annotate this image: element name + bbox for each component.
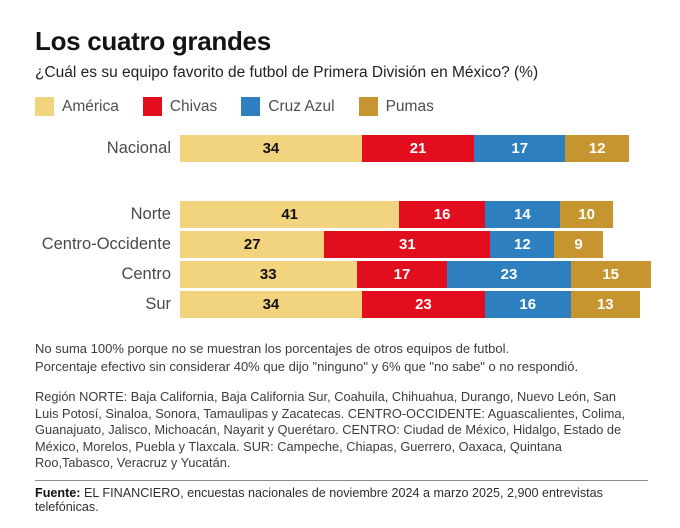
stacked-bar-chart: Nacional 34 21 17 12 Norte 41 16 14 10 Centro-Occi…: [35, 135, 651, 318]
bar-segment-pumas: 13: [570, 291, 641, 318]
footnote-line: No suma 100% porque no se muestran los p…: [35, 341, 510, 356]
bar-segment-chivas: 16: [399, 201, 485, 228]
bar-segment-pumas: 15: [570, 261, 651, 288]
footnote-line: Porcentaje efectivo sin considerar 40% q…: [35, 359, 579, 374]
legend-swatch-icon: [142, 97, 162, 116]
page-title: Los cuatro grandes: [35, 26, 271, 56]
legend-label: Pumas: [385, 97, 434, 115]
legend-item-pumas: Pumas: [358, 97, 434, 116]
bar-segment-cruz-azul: 12: [490, 231, 555, 258]
bar-segment-chivas: 23: [361, 291, 485, 318]
stacked-bar: 33 17 23 15: [180, 261, 651, 288]
stacked-bar: 27 31 12 9: [180, 231, 603, 258]
bar-segment-cruz-azul: 17: [474, 135, 566, 162]
footnotes: No suma 100% porque no se muestran los p…: [35, 340, 648, 376]
bar-segment-chivas: 31: [324, 231, 491, 258]
source-label: Fuente:: [35, 485, 81, 500]
bar-segment-américa: 34: [180, 135, 362, 162]
row-label: Norte: [130, 205, 171, 223]
bar-row-centro-occidente: Centro-Occidente 27 31 12 9: [35, 231, 648, 258]
row-label: Sur: [145, 295, 171, 313]
row-label: Centro: [121, 265, 171, 283]
bar-segment-américa: 27: [180, 231, 325, 258]
bar-segment-cruz-azul: 23: [447, 261, 571, 288]
bar-segment-américa: 33: [180, 261, 357, 288]
legend-item-américa: América: [35, 97, 119, 116]
bar-segment-pumas: 10: [559, 201, 614, 228]
bar-segment-pumas: 12: [565, 135, 630, 162]
legend-label: Chivas: [169, 97, 218, 115]
source-text: EL FINANCIERO, encuestas nacionales de n…: [35, 485, 603, 514]
bar-segment-cruz-azul: 16: [484, 291, 571, 318]
legend-item-cruz-azul: Cruz Azul: [241, 97, 335, 116]
bar-row-sur: Sur 34 23 16 13: [35, 291, 648, 318]
infographic: Los cuatro grandes ¿Cuál es su equipo fa…: [0, 26, 680, 528]
stacked-bar: 34 21 17 12: [180, 135, 630, 162]
bar-segment-américa: 34: [180, 291, 362, 318]
bar-segment-chivas: 21: [361, 135, 475, 162]
chart-subtitle: ¿Cuál es su equipo favorito de futbol de…: [35, 64, 539, 81]
section-gap: [35, 165, 648, 201]
row-label: Centro-Occidente: [41, 235, 171, 253]
legend-label: Cruz Azul: [268, 97, 335, 115]
divider-line: [35, 479, 648, 481]
bar-row-nacional: Nacional 34 21 17 12: [35, 135, 648, 162]
legend-swatch-icon: [358, 97, 378, 116]
region-definitions: Región NORTE: Baja California, Baja Cali…: [35, 389, 626, 471]
legend: América Chivas Cruz Azul Pumas: [35, 97, 648, 116]
row-label: Nacional: [106, 139, 171, 157]
bar-row-norte: Norte 41 16 14 10: [35, 201, 648, 228]
stacked-bar: 34 23 16 13: [180, 291, 641, 318]
bar-segment-américa: 41: [180, 201, 400, 228]
bar-segment-chivas: 17: [356, 261, 448, 288]
legend-swatch-icon: [35, 97, 54, 116]
stacked-bar: 41 16 14 10: [180, 201, 614, 228]
legend-label: América: [62, 97, 119, 115]
bar-row-centro: Centro 33 17 23 15: [35, 261, 651, 288]
source-line: Fuente: EL FINANCIERO, encuestas naciona…: [35, 486, 648, 514]
legend-swatch-icon: [241, 97, 261, 116]
legend-item-chivas: Chivas: [142, 97, 218, 116]
bar-segment-pumas: 9: [554, 231, 603, 258]
bar-segment-cruz-azul: 14: [484, 201, 560, 228]
